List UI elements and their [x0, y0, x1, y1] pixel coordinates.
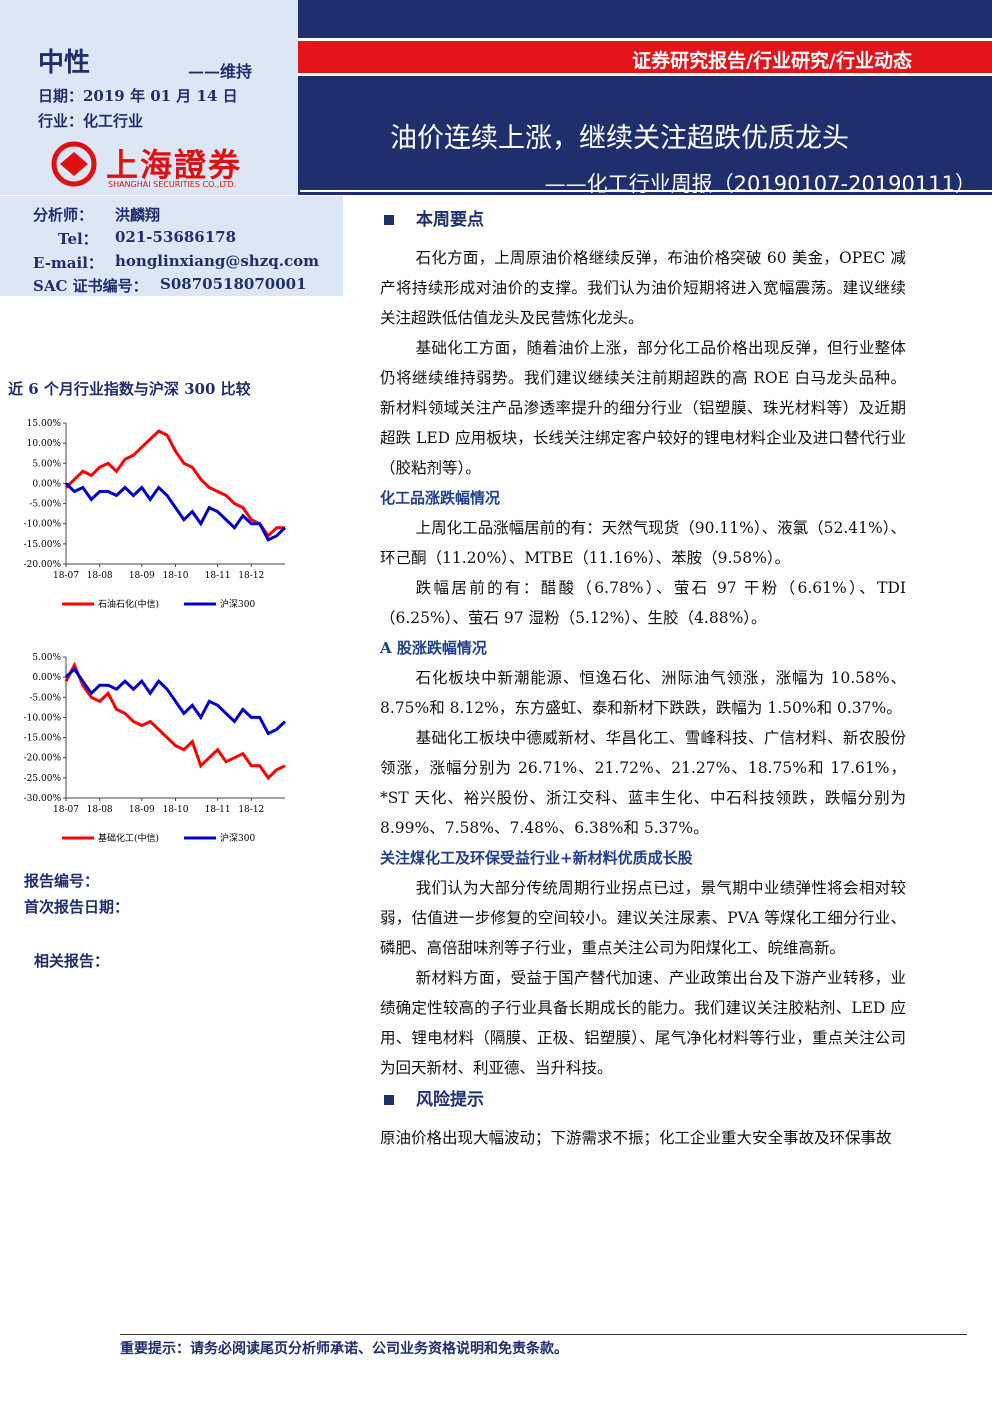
para: 我们认为大部分传统周期行业拐点已过，景气期中业绩弹性将会相对较弱，估值进一步修复… [380, 879, 906, 957]
y-tick-label: -5.00% [29, 500, 61, 510]
analyst-box: 分析师： 洪麟翔 Tel： 021-53686178 E-mail： hongl… [0, 196, 343, 296]
y-tick-label: 5.00% [32, 459, 61, 469]
x-tick-label: 18-08 [87, 805, 113, 815]
para: 新材料方面，受益于国产替代加速、产业政策出台及下游产业转移，业绩确定性较高的子行… [380, 969, 906, 1077]
industry: 行业：化工行业 [38, 112, 144, 130]
logo-en: SHANGHAI SECURITIES CO.,LTD. [108, 180, 237, 189]
title: 油价连续上涨，继续关注超跌优质龙头 [390, 123, 849, 154]
para: 基础化工方面，随着油价上涨，部分化工品价格出现反弹，但行业整体仍将继续维持弱势。… [380, 339, 906, 477]
subtitle: ——化工行业周报（20190107-20190111） [544, 172, 976, 196]
x-tick-label: 18-07 [53, 571, 79, 581]
series-line [64, 429, 285, 539]
label: Tel： [58, 230, 98, 248]
y-tick-label: -20.00% [24, 754, 62, 764]
sub: 化工品涨跌幅情况 [380, 489, 501, 507]
legend-label: 基础化工(中信) [98, 832, 159, 844]
sub: A 股涨跌幅情况 [380, 639, 487, 657]
value: honglinxiang@shzq.com [115, 252, 319, 270]
footer: 重要提示：请务必阅读尾页分析师承诺、公司业务资格说明和免责条款。 [120, 1341, 568, 1357]
rating: 中性 [38, 48, 91, 78]
first-date: 首次报告日期： [24, 898, 130, 916]
para: 石化板块中新潮能源、恒逸石化、洲际油气领涨，涨幅为 10.58%、8.75%和 … [380, 669, 906, 717]
series-line [64, 482, 287, 542]
y-tick-label: 0.00% [32, 479, 61, 489]
para: 石化方面，上周原油价格继续反弹，布油价格突破 60 美金，OPEC 减产将持续形… [380, 249, 906, 327]
y-tick-label: -25.00% [24, 774, 62, 784]
y-tick-label: 10.00% [27, 439, 62, 449]
heading: 本周要点 [380, 205, 906, 235]
y-tick-label: -30.00% [24, 794, 62, 804]
chart-heading: 近 6 个月行业指数与沪深 300 比较 [8, 380, 251, 398]
value: 021-53686178 [115, 228, 237, 246]
y-tick-label: -5.00% [29, 693, 61, 703]
report-type: 证券研究报告/行业研究/行业动态 [632, 50, 912, 72]
x-tick-label: 18-11 [205, 571, 231, 581]
x-tick-label: 18-10 [163, 805, 189, 815]
y-tick-label: -10.00% [24, 713, 62, 723]
x-tick-label: 18-11 [205, 805, 231, 815]
logo-icon [51, 141, 97, 187]
para: 上周化工品涨幅居前的有：天然气现货（90.11%）、液氯（52.41%）、环己酮… [380, 519, 906, 567]
header-left: 中性 ——维持 日期：2019 年 01 月 14 日 行业：化工行业 上海證券… [0, 0, 298, 195]
value: S0870518070001 [160, 275, 307, 293]
x-tick-label: 18-12 [238, 571, 264, 581]
y-tick-label: -20.00% [24, 560, 62, 570]
label: 分析师： [33, 206, 94, 224]
heading: 风险提示 [380, 1085, 906, 1115]
logo-cn: 上海證券 [106, 146, 243, 184]
x-tick-label: 18-07 [53, 805, 79, 815]
legend-label: 石油石化(中信) [98, 598, 159, 610]
body: 本周要点石化方面，上周原油价格继续反弹，布油价格突破 60 美金，OPEC 减产… [380, 205, 906, 1153]
series-line [64, 666, 287, 736]
related: 相关报告： [34, 952, 110, 970]
legend-label: 沪深300 [220, 832, 255, 844]
para: 基础化工板块中德威新材、华昌化工、雪峰科技、广信材料、新农股份领涨，涨幅分别为 … [380, 729, 906, 837]
x-tick-label: 18-08 [87, 571, 113, 581]
plain: 原油价格出现大幅波动；下游需求不振；化工企业重大安全事故及环保事故 [380, 1129, 892, 1147]
x-tick-label: 18-09 [129, 571, 155, 581]
y-tick-label: 5.00% [32, 653, 61, 663]
value: 洪麟翔 [115, 206, 161, 224]
y-tick-label: 0.00% [32, 673, 61, 683]
legend-label: 沪深300 [220, 598, 255, 610]
y-tick-label: -15.00% [24, 734, 62, 744]
date: 日期：2019 年 01 月 14 日 [38, 87, 238, 105]
x-tick-label: 18-09 [129, 805, 155, 815]
header-strip: 证券研究报告/行业研究/行业动态 [298, 38, 992, 76]
sub: 关注煤化工及环保受益行业+新材料优质成长股 [380, 849, 693, 867]
para: 跌幅居前的有：醋酸（6.78%）、萤石 97 干粉（6.61%）、TDI（6.2… [380, 579, 906, 627]
series-line [64, 661, 286, 781]
y-tick-label: 15.00% [27, 419, 62, 429]
header-band [298, 0, 992, 195]
y-tick-label: -15.00% [24, 540, 62, 550]
chart: -20.00% -15.00% -10.00% -5.00% 0.00% 5.00% 10.… [24, 419, 287, 610]
rating-change: ——维持 [188, 62, 253, 81]
y-tick-label: -10.00% [24, 520, 62, 530]
label: SAC 证书编号： [33, 277, 148, 295]
chart: -30.00% -25.00% -20.00% -15.00% -10.00% -5.00… [24, 653, 287, 844]
label: E-mail： [33, 254, 103, 272]
x-tick-label: 18-10 [163, 571, 189, 581]
report-no: 报告编号： [24, 872, 100, 890]
x-tick-label: 18-12 [238, 805, 264, 815]
